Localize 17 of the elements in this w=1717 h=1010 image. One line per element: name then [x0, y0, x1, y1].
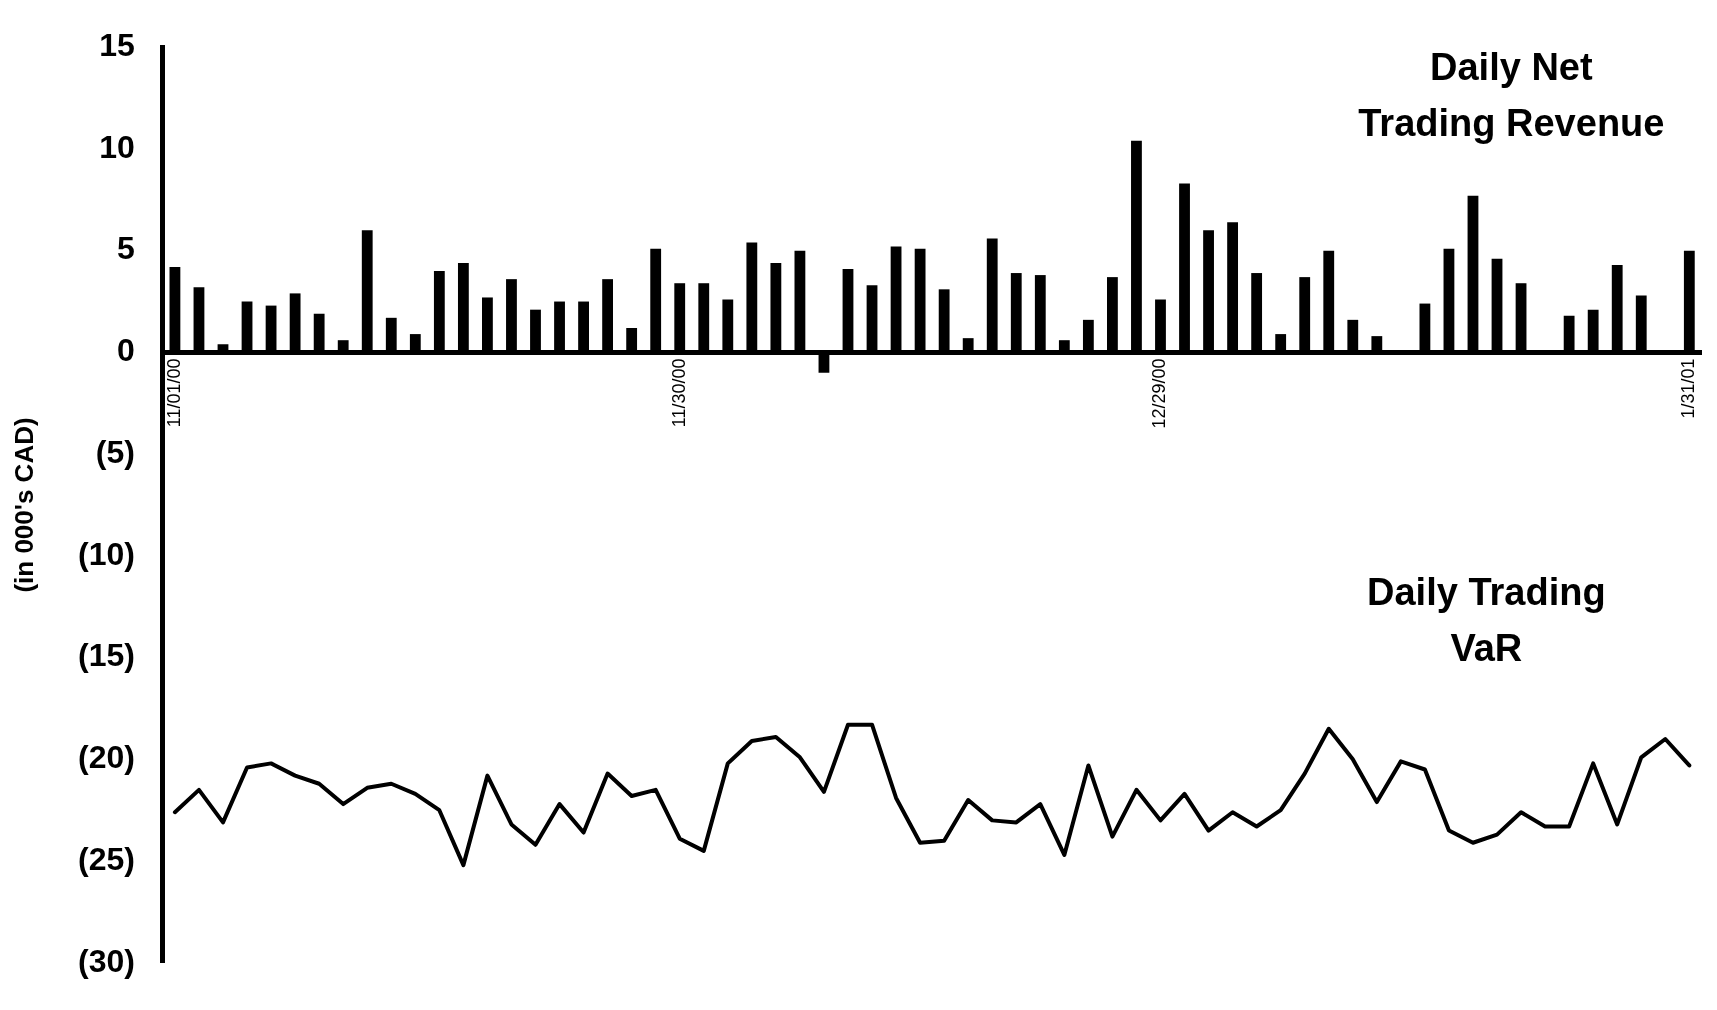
- y-tick-label: (25): [78, 840, 135, 877]
- y-tick-label: 5: [117, 230, 135, 267]
- y-tick-label: (30): [78, 942, 135, 979]
- y-tick-label: 0: [117, 332, 135, 369]
- y-axis-title: (in 000's CAD): [9, 417, 40, 593]
- y-tick-label: 15: [99, 27, 135, 64]
- y-tick-label: (20): [78, 739, 135, 776]
- x-tick-label: 12/29/00: [1149, 358, 1170, 429]
- text: Daily Net Trading Revenue: [1358, 45, 1665, 144]
- x-tick-label: 11/01/00: [163, 358, 184, 428]
- series-label: Daily Trading VaR: [1367, 571, 1606, 670]
- y-tick-label: 10: [99, 128, 135, 165]
- x-tick-label: 11/30/00: [668, 358, 689, 428]
- y-tick-label: (15): [78, 637, 135, 674]
- y-tick-label: (5): [95, 433, 135, 470]
- x-tick-label: 1/31/01: [1678, 358, 1699, 419]
- y-tick-label: (10): [78, 535, 135, 572]
